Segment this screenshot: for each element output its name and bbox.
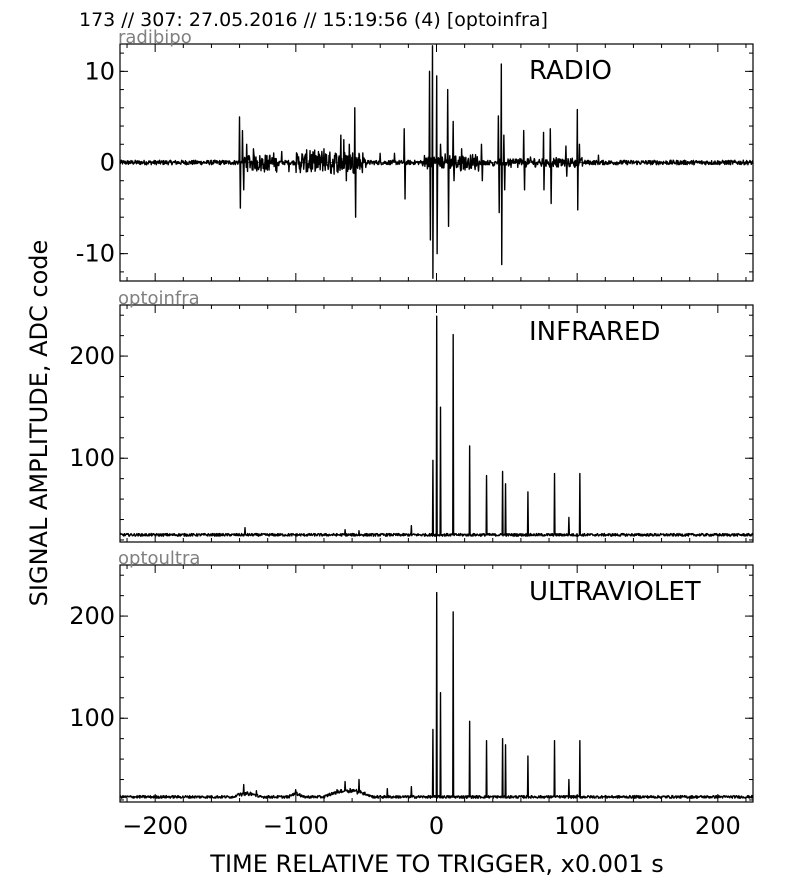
panel-radio: 10 0 -10 radibipo RADIO [76,27,754,282]
y-tick-label: 200 [69,602,115,630]
x-axis-label: TIME RELATIVE TO TRIGGER, x0.001 s [209,850,663,878]
x-tick-label: −200 [122,812,188,840]
x-tick-label: 200 [695,812,741,840]
y-tick-label: 100 [69,704,115,732]
signal-trace [119,591,754,799]
channel-name: radibipo [118,27,192,48]
y-axis-label: SIGNAL AMPLITUDE, ADC code [25,240,53,607]
channel-name: optoultra [118,548,200,569]
y-tick-label: 200 [69,342,115,370]
y-tick-label: -10 [76,240,115,268]
panel-label: INFRARED [529,317,660,347]
panel-label: RADIO [529,56,612,86]
panel-ultraviolet: 200 100 optoultra ULTRAVIOLET −200 −100 0 100 20… [69,548,754,840]
x-tick-label: 100 [554,812,600,840]
panel-label: ULTRAVIOLET [529,577,701,607]
signal-trace [119,315,754,537]
x-tick-label: −100 [263,812,329,840]
x-tick-label: 0 [429,812,444,840]
y-tick-label: 0 [100,149,115,177]
channel-name: optoinfra [118,288,200,309]
y-tick-label: 10 [84,57,115,85]
y-tick-label: 100 [69,444,115,472]
panel-infrared: 200 100 optoinfra INFRARED [69,288,754,543]
signal-trace [119,45,754,279]
header-title: 173 // 307: 27.05.2016 // 15:19:56 (4) [… [79,9,548,31]
